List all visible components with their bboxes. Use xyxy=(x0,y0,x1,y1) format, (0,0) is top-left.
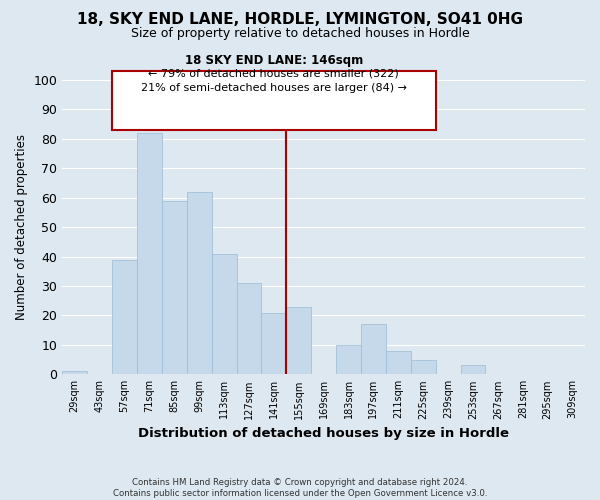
Y-axis label: Number of detached properties: Number of detached properties xyxy=(15,134,28,320)
Text: ← 79% of detached houses are smaller (322): ← 79% of detached houses are smaller (32… xyxy=(148,68,399,78)
Bar xyxy=(461,366,485,374)
Bar xyxy=(187,192,212,374)
Bar xyxy=(112,260,137,374)
Text: 18 SKY END LANE: 146sqm: 18 SKY END LANE: 146sqm xyxy=(185,54,363,66)
Bar xyxy=(411,360,436,374)
Bar xyxy=(62,372,87,374)
Bar xyxy=(336,345,361,374)
Bar xyxy=(286,306,311,374)
Bar xyxy=(361,324,386,374)
X-axis label: Distribution of detached houses by size in Hordle: Distribution of detached houses by size … xyxy=(138,427,509,440)
Bar xyxy=(212,254,236,374)
Text: 18, SKY END LANE, HORDLE, LYMINGTON, SO41 0HG: 18, SKY END LANE, HORDLE, LYMINGTON, SO4… xyxy=(77,12,523,28)
Text: Size of property relative to detached houses in Hordle: Size of property relative to detached ho… xyxy=(131,28,469,40)
Text: Contains HM Land Registry data © Crown copyright and database right 2024.
Contai: Contains HM Land Registry data © Crown c… xyxy=(113,478,487,498)
Bar xyxy=(262,312,286,374)
Text: 21% of semi-detached houses are larger (84) →: 21% of semi-detached houses are larger (… xyxy=(141,83,407,93)
Bar xyxy=(236,283,262,374)
Bar xyxy=(162,200,187,374)
Bar xyxy=(137,133,162,374)
Bar xyxy=(386,351,411,374)
Bar xyxy=(112,71,436,130)
